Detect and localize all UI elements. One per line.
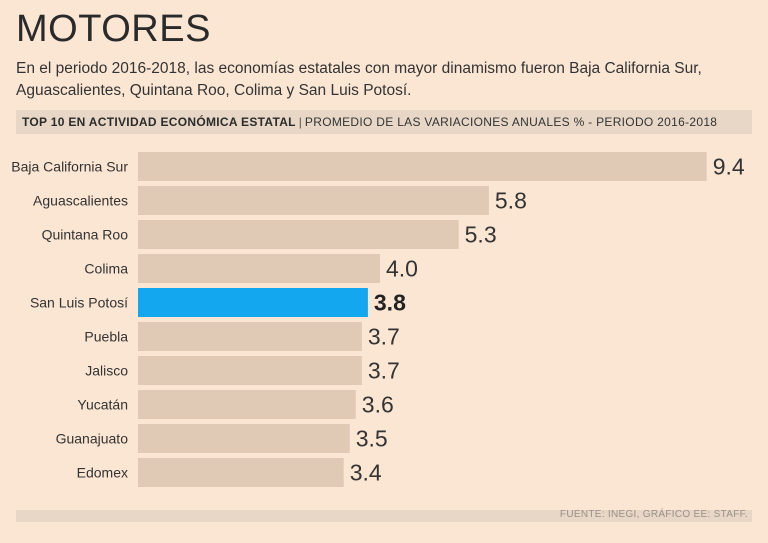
category-label: Jalisco bbox=[85, 363, 128, 379]
source-text: FUENTE: INEGI, GRÁFICO EE: STAFF. bbox=[560, 509, 748, 520]
value-label: 3.7 bbox=[368, 358, 400, 384]
bar-colima bbox=[138, 254, 380, 283]
value-label: 3.4 bbox=[350, 460, 382, 486]
bar-aguascalientes bbox=[138, 186, 489, 215]
value-label: 5.3 bbox=[465, 222, 497, 248]
category-label: Colima bbox=[84, 261, 128, 277]
category-label: Guanajuato bbox=[56, 431, 129, 447]
bar-puebla bbox=[138, 322, 362, 351]
category-label: Baja California Sur bbox=[11, 159, 128, 175]
value-label: 3.7 bbox=[368, 324, 400, 350]
category-label: San Luis Potosí bbox=[30, 295, 128, 311]
value-label: 5.8 bbox=[495, 188, 527, 214]
category-label: Aguascalientes bbox=[33, 193, 128, 209]
value-label: 3.5 bbox=[356, 426, 388, 452]
value-label: 9.4 bbox=[713, 154, 745, 180]
category-label: Edomex bbox=[77, 465, 128, 481]
value-label: 3.8 bbox=[374, 290, 406, 316]
bar-edomex bbox=[138, 458, 344, 487]
value-label: 4.0 bbox=[386, 256, 418, 282]
bar-jalisco bbox=[138, 356, 362, 385]
bar-guanajuato bbox=[138, 424, 350, 453]
category-label: Puebla bbox=[84, 329, 128, 345]
category-label: Yucatán bbox=[77, 397, 128, 413]
value-label: 3.6 bbox=[362, 392, 394, 418]
category-label: Quintana Roo bbox=[42, 227, 129, 243]
bar-yucat-n bbox=[138, 390, 356, 419]
source-footer: FUENTE: INEGI, GRÁFICO EE: STAFF. bbox=[16, 510, 752, 522]
bar-san-luis-potos- bbox=[138, 288, 368, 317]
bar-baja-california-sur bbox=[138, 152, 707, 181]
bar-chart: Baja California Sur 9.4 Aguascalientes 5.8 Q… bbox=[0, 0, 768, 543]
bar-quintana-roo bbox=[138, 220, 459, 249]
